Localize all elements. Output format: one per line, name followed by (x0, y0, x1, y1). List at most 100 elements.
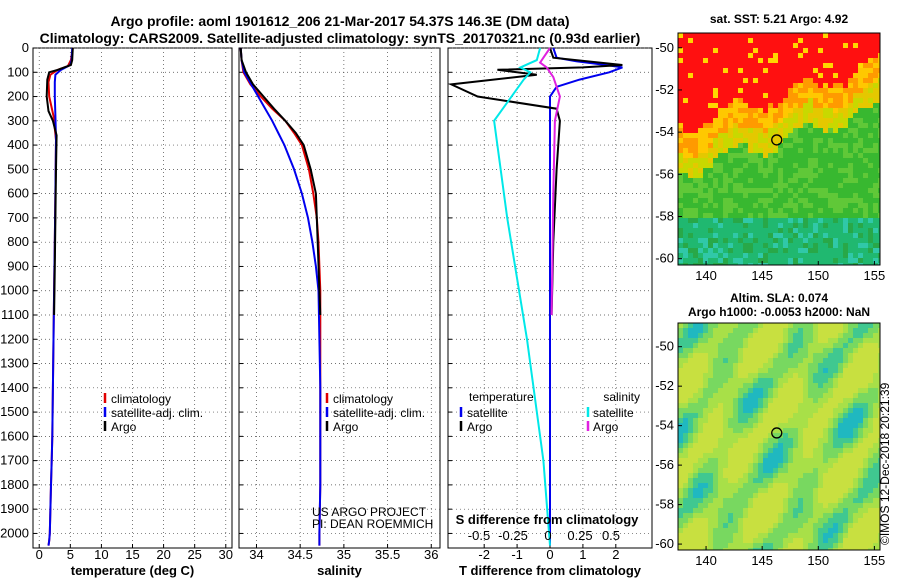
figure-title-line2: Climatology: CARS2009. Satellite-adjuste… (40, 30, 641, 46)
map-cell (803, 368, 808, 373)
map-cell (693, 218, 698, 223)
map-cell (708, 233, 713, 238)
map-cell (838, 423, 843, 428)
map-cell (833, 108, 838, 113)
map-cell (873, 378, 878, 383)
map-cell (723, 63, 728, 68)
map-cell (868, 423, 873, 428)
map-cell (733, 83, 738, 88)
map-cell (873, 523, 878, 528)
map-cell (783, 388, 788, 393)
map-cell (783, 173, 788, 178)
map-cell (733, 538, 738, 543)
map-cell (743, 433, 748, 438)
map-cell (718, 458, 723, 463)
map-cell (843, 233, 848, 238)
map-cell (823, 458, 828, 463)
map-cell (873, 263, 878, 265)
map-cell (738, 73, 743, 78)
map-cell (728, 413, 733, 418)
map-cell (848, 68, 853, 73)
map-cell (773, 173, 778, 178)
map-cell (853, 543, 858, 548)
map-cell (748, 203, 753, 208)
map-cell (718, 483, 723, 488)
map-cell (718, 373, 723, 378)
map-cell (863, 473, 868, 478)
map-cell (763, 453, 768, 458)
map-cell (808, 163, 813, 168)
map-cell (683, 88, 688, 93)
map-cell (678, 533, 683, 538)
map-cell (758, 513, 763, 518)
map-cell (688, 468, 693, 473)
map-cell (723, 528, 728, 533)
map-cell (793, 368, 798, 373)
map-cell (873, 93, 878, 98)
map-cell (778, 118, 783, 123)
map-cell (798, 533, 803, 538)
map-cell (788, 243, 793, 248)
map-cell (803, 443, 808, 448)
map-cell (868, 203, 873, 208)
map-cell (733, 328, 738, 333)
map-cell (688, 253, 693, 258)
map-cell (698, 258, 703, 263)
map-cell (803, 258, 808, 263)
map-cell (693, 243, 698, 248)
map-cell (718, 53, 723, 58)
map-cell (853, 33, 858, 38)
map-cell (823, 208, 828, 213)
map-cell (823, 128, 828, 133)
map-cell (868, 243, 873, 248)
map-cell (818, 243, 823, 248)
map-cell (728, 83, 733, 88)
map-cell (718, 183, 723, 188)
map-cell (873, 133, 878, 138)
map-cell (828, 398, 833, 403)
map-cell (788, 138, 793, 143)
map-cell (798, 418, 803, 423)
map-cell (773, 343, 778, 348)
map-cell (713, 323, 718, 328)
map-cell (758, 328, 763, 333)
map-cell (698, 323, 703, 328)
map-cell (853, 393, 858, 398)
map-cell (788, 183, 793, 188)
map-cell (823, 68, 828, 73)
map-cell (748, 98, 753, 103)
map-cell (843, 218, 848, 223)
map-cell (823, 538, 828, 543)
map-cell (723, 33, 728, 38)
map-cell (688, 208, 693, 213)
map-cell (868, 108, 873, 113)
map-cell (793, 323, 798, 328)
map-cell (748, 93, 753, 98)
map-cell (833, 258, 838, 263)
map-cell (808, 98, 813, 103)
map-cell (703, 143, 708, 148)
map-cell (723, 358, 728, 363)
map-cell (823, 193, 828, 198)
map-cell (683, 98, 688, 103)
map-cell (873, 148, 878, 153)
map-cell (873, 248, 878, 253)
map-cell (788, 373, 793, 378)
map-cell (813, 208, 818, 213)
map-cell (818, 193, 823, 198)
map-cell (843, 323, 848, 328)
map-cell (728, 143, 733, 148)
map-cell (848, 88, 853, 93)
map-cell (788, 113, 793, 118)
map-cell (773, 128, 778, 133)
map-cell (853, 158, 858, 163)
map-cell (793, 508, 798, 513)
map-cell (763, 443, 768, 448)
map-cell (693, 543, 698, 548)
map-cell (753, 133, 758, 138)
map-cell (803, 533, 808, 538)
map-cell (863, 483, 868, 488)
map-cell (793, 93, 798, 98)
map-cell (728, 363, 733, 368)
map-cell (718, 153, 723, 158)
